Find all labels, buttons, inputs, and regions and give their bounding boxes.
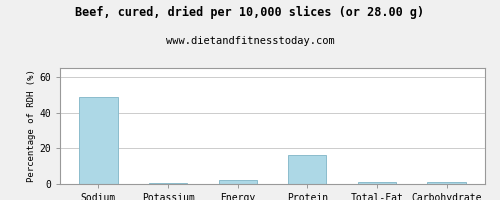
- Bar: [218, 180, 257, 184]
- Text: www.dietandfitnesstoday.com: www.dietandfitnesstoday.com: [166, 36, 334, 46]
- Bar: [288, 155, 327, 184]
- Bar: [358, 182, 396, 184]
- Bar: [428, 182, 466, 184]
- Y-axis label: Percentage of RDH (%): Percentage of RDH (%): [28, 70, 36, 182]
- Text: Beef, cured, dried per 10,000 slices (or 28.00 g): Beef, cured, dried per 10,000 slices (or…: [76, 6, 424, 19]
- Bar: [149, 183, 187, 184]
- Bar: [80, 97, 118, 184]
